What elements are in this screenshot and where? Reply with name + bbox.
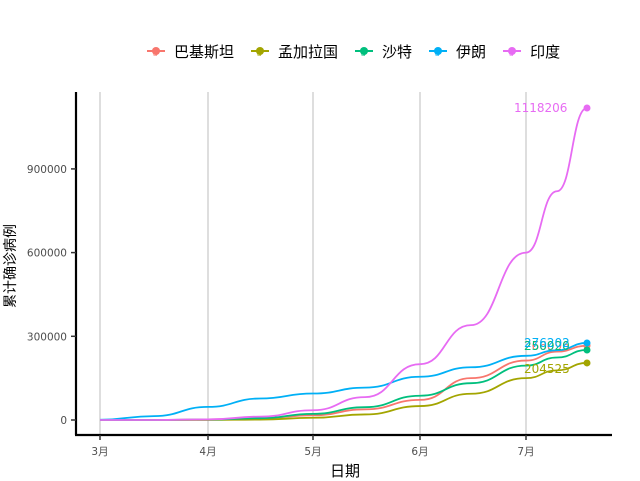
legend-item-saudi: a 沙特 <box>354 41 412 62</box>
x-tick-label: 5月 <box>304 446 321 458</box>
y-axis-ticks: 0 300000 600000 900000 <box>27 164 76 427</box>
series-lines <box>99 104 591 421</box>
x-tick-label: 4月 <box>199 446 216 458</box>
legend-item-bangladesh: a 孟加拉国 <box>250 41 338 62</box>
end-value-label: 276202 <box>524 336 570 350</box>
legend-item-pakistan: a 巴基斯坦 <box>146 41 234 62</box>
x-axis-ticks: 3月 4月 5月 6月 7月 <box>91 435 535 458</box>
series-line <box>99 342 588 421</box>
end-value-label: 204525 <box>524 362 570 376</box>
legend-label: 巴基斯坦 <box>174 42 235 61</box>
legend-key-icon: a <box>250 43 270 59</box>
legend-label: 伊朗 <box>456 42 487 61</box>
legend-label: 孟加拉国 <box>278 42 339 61</box>
end-value-label: 250920 <box>524 339 570 353</box>
end-value-label: 266096 <box>524 339 570 353</box>
x-axis-title: 日期 <box>329 462 360 480</box>
x-tick-label: 3月 <box>91 446 108 458</box>
legend-key-icon: a <box>354 43 374 59</box>
legend-key-icon: a <box>428 43 448 59</box>
legend-key-icon: a <box>146 43 166 59</box>
series-line <box>99 107 588 421</box>
y-tick-label: 0 <box>60 415 67 427</box>
y-tick-label: 600000 <box>27 248 67 260</box>
y-tick-label: 300000 <box>27 331 67 343</box>
x-tick-label: 7月 <box>517 446 534 458</box>
x-tick-label: 6月 <box>411 446 428 458</box>
legend-item-india: a 印度 <box>502 41 560 62</box>
legend: a 巴基斯坦 a 孟加拉国 a 沙特 a 伊朗 a 印度 <box>146 40 576 62</box>
end-point <box>583 346 591 354</box>
legend-key-icon: a <box>502 43 522 59</box>
end-value-label: 1118206 <box>514 101 567 115</box>
y-tick-label: 900000 <box>27 164 67 176</box>
end-point <box>583 104 591 112</box>
y-axis-title: 累计确诊病例 <box>3 224 19 308</box>
axes <box>74 92 612 437</box>
legend-label: 印度 <box>530 42 561 61</box>
series-line <box>99 349 588 421</box>
legend-item-iran: a 伊朗 <box>428 41 486 62</box>
end-point <box>583 359 591 367</box>
legend-label: 沙特 <box>382 42 413 61</box>
end-point <box>583 339 591 347</box>
